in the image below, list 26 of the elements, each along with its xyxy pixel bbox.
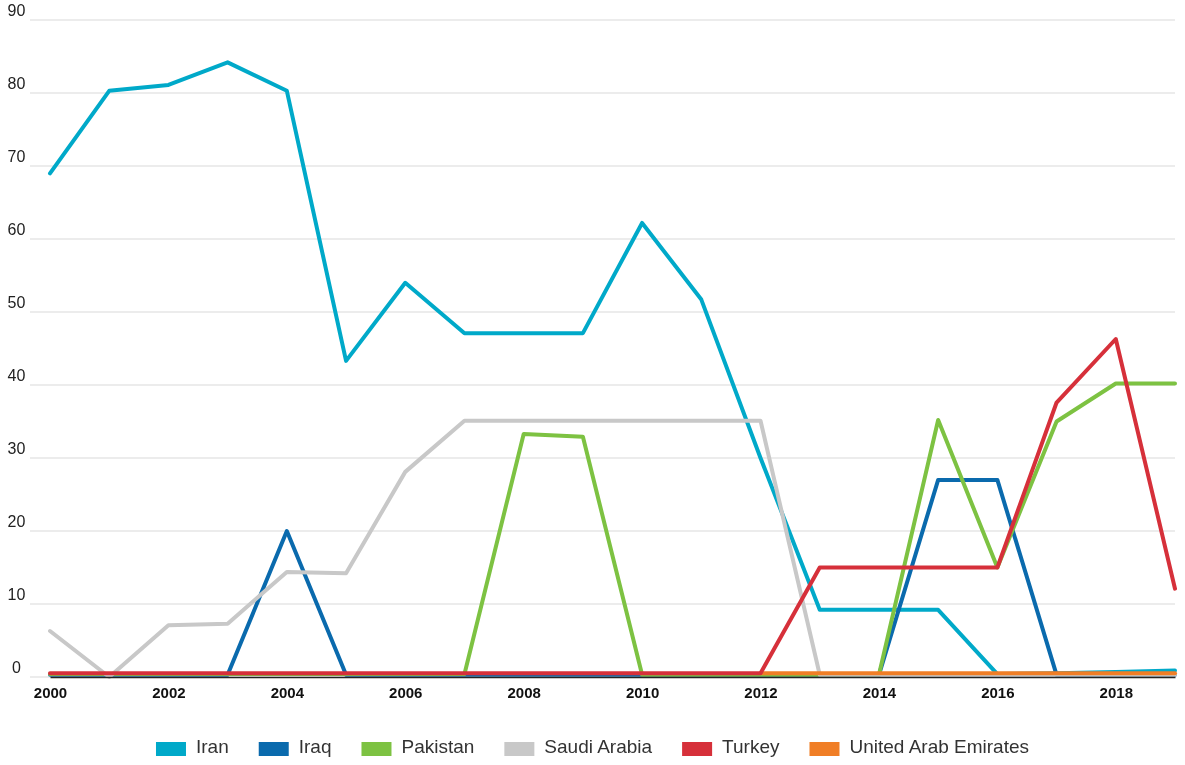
x-tick-label: 2014 (862, 683, 897, 701)
y-tick-label: 40 (7, 366, 26, 384)
y-tick-label: 70 (7, 147, 26, 165)
legend-label: United Arab Emirates (849, 736, 1030, 757)
x-tick-label: 2010 (625, 683, 660, 701)
y-tick-label: 10 (7, 585, 26, 603)
legend-label: Pakistan (401, 736, 475, 757)
legend-label: Iran (195, 736, 229, 757)
y-tick-label: 80 (7, 74, 26, 92)
x-tick-label: 2016 (981, 683, 1015, 701)
y-tick-label: 50 (7, 293, 26, 311)
x-tick-label: 2006 (389, 683, 423, 701)
legend-label: Turkey (722, 736, 780, 757)
y-tick-label: 20 (7, 512, 26, 530)
legend-label: Iraq (298, 736, 332, 757)
x-tick-label: 2004 (270, 683, 305, 701)
x-tick-label: 2000 (33, 683, 68, 701)
y-tick-label: 90 (7, 1, 26, 19)
y-tick-label: 60 (7, 220, 26, 238)
legend-label: Saudi Arabia (544, 736, 653, 757)
y-tick-label: 0 (11, 658, 21, 676)
x-tick-label: 2002 (152, 683, 186, 701)
y-tick-label: 30 (7, 439, 26, 457)
x-tick-label: 2012 (744, 683, 778, 701)
x-tick-label: 2008 (507, 683, 541, 701)
x-tick-label: 2018 (1099, 683, 1133, 701)
